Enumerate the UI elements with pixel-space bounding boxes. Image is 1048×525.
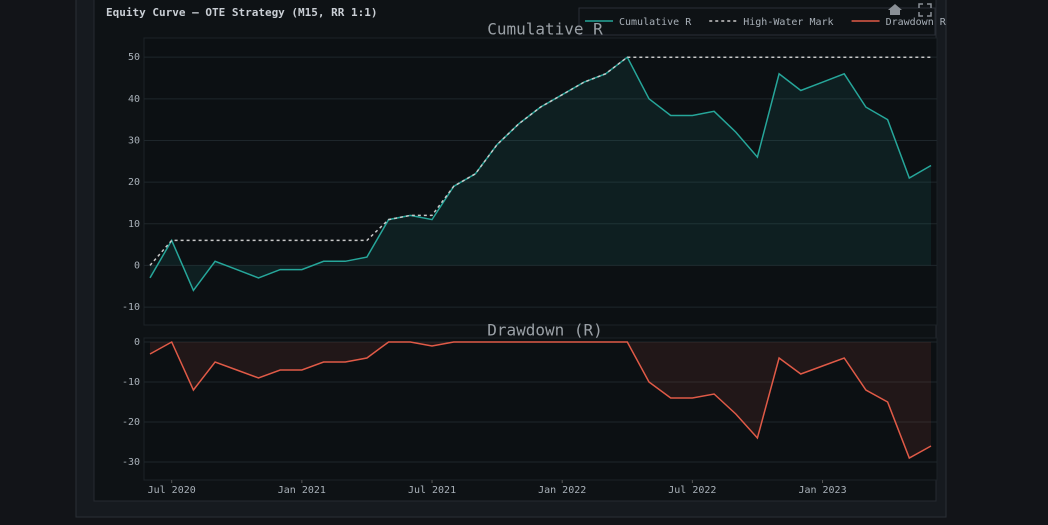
legend-label: Drawdown R xyxy=(886,17,947,28)
plot-area xyxy=(143,337,938,481)
area-fill xyxy=(150,342,931,458)
y-tick-label: 10 xyxy=(128,219,140,230)
chart-title: Cumulative R xyxy=(487,20,603,39)
y-tick-label: 50 xyxy=(128,52,140,63)
y-tick-label: 40 xyxy=(128,94,140,105)
window-title: Equity Curve — OTE Strategy (M15, RR 1:1… xyxy=(106,6,378,19)
fullscreen-icon[interactable] xyxy=(918,3,932,17)
x-tick-label: Jan 2021 xyxy=(278,485,326,496)
y-tick-label: -20 xyxy=(122,417,140,428)
x-tick-label: Jul 2022 xyxy=(668,485,716,496)
plot-area xyxy=(143,37,938,326)
series-line xyxy=(149,56,931,266)
series-line xyxy=(149,340,932,460)
y-tick-label: 0 xyxy=(134,260,140,271)
x-tick-label: Jul 2020 xyxy=(148,485,196,496)
area-fill xyxy=(150,57,931,291)
home-icon[interactable] xyxy=(888,4,902,15)
legend-label: High-Water Mark xyxy=(743,17,833,28)
legend-label: Cumulative R xyxy=(619,17,692,28)
y-tick-label: 0 xyxy=(134,337,140,348)
x-tick-label: Jan 2023 xyxy=(798,485,846,496)
y-tick-label: -10 xyxy=(122,302,140,313)
x-tick-label: Jul 2021 xyxy=(408,485,456,496)
y-tick-label: 30 xyxy=(128,135,140,146)
chart-title: Drawdown (R) xyxy=(487,321,603,340)
y-tick-label: 20 xyxy=(128,177,140,188)
y-tick-label: -10 xyxy=(122,377,140,388)
x-tick-label: Jan 2022 xyxy=(538,485,586,496)
toolbar[interactable] xyxy=(888,3,932,17)
y-tick-label: -30 xyxy=(122,457,140,468)
